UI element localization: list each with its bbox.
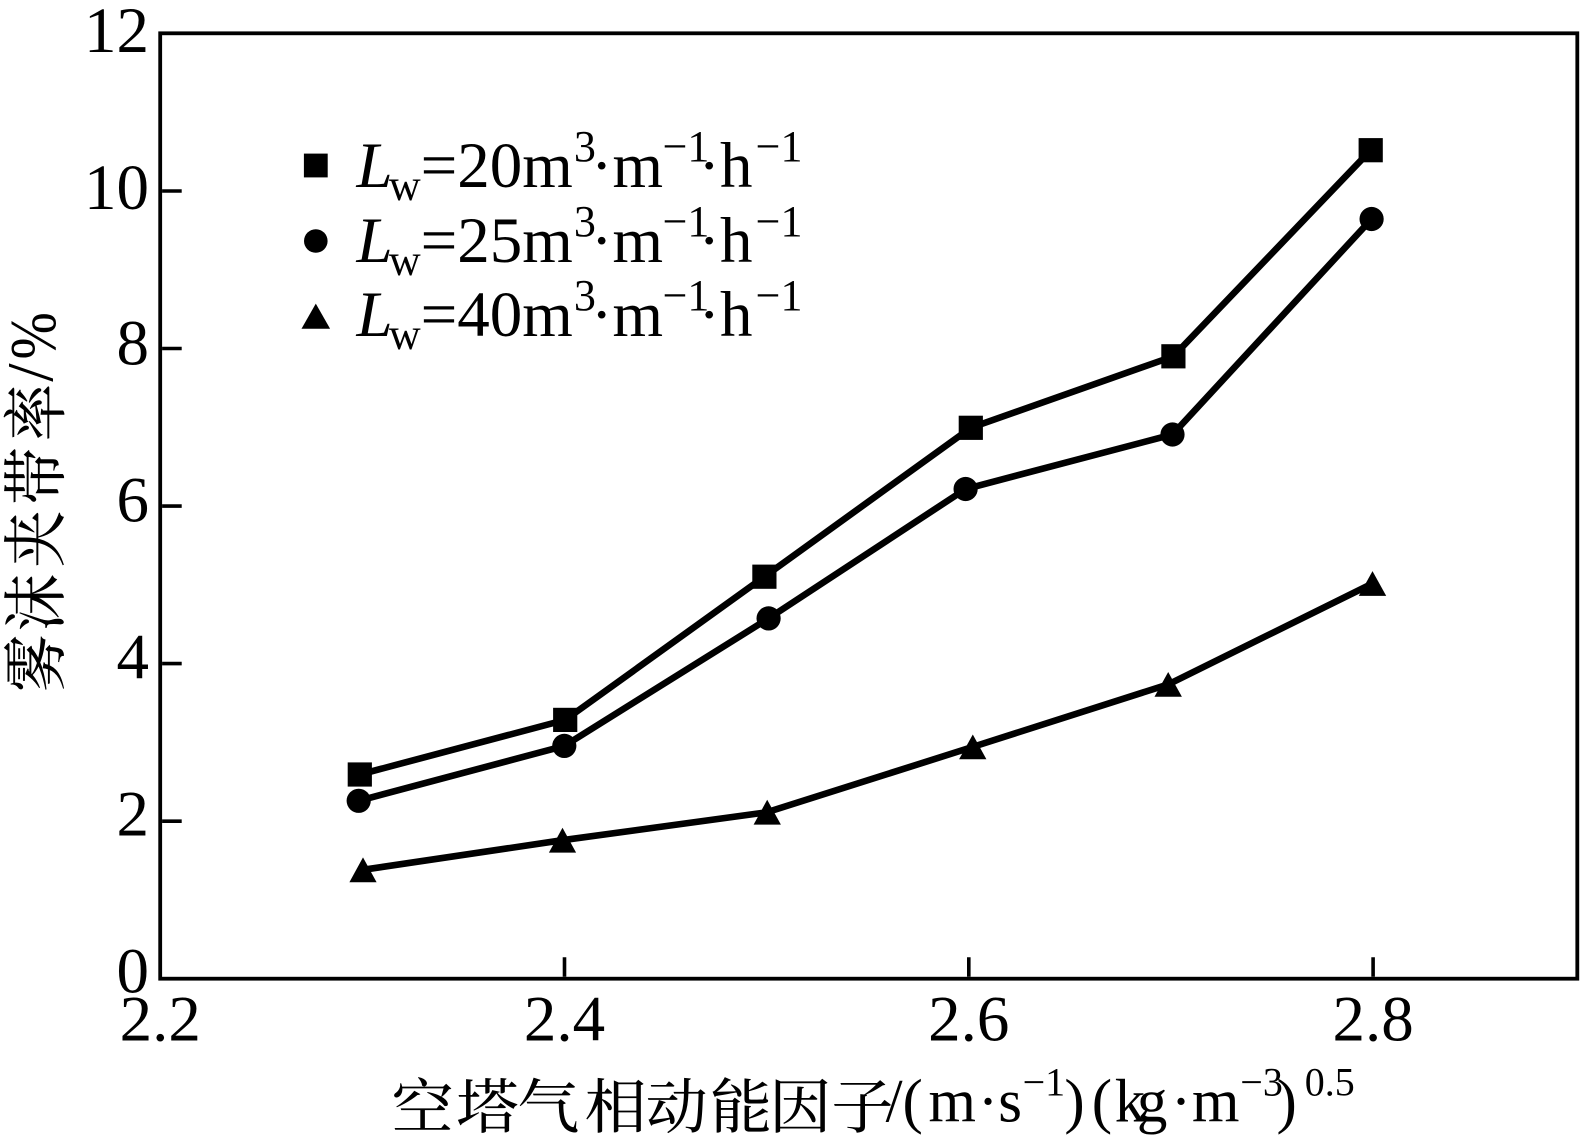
svg-text:2.4: 2.4 [524,984,605,1056]
svg-text:6: 6 [117,465,150,537]
svg-text:12: 12 [84,0,149,67]
svg-text:Lw=25m3·m−1·h−1: Lw=25m3·m−1·h−1 [356,197,803,285]
svg-text:4: 4 [117,622,150,694]
svg-text:%: % [0,312,70,359]
svg-text:8: 8 [117,308,150,380]
svg-text:Lw=20m3·m−1·h−1: Lw=20m3·m−1·h−1 [356,122,803,210]
svg-text:/: / [0,363,68,382]
svg-text:2.6: 2.6 [928,984,1009,1056]
svg-text:10: 10 [84,152,149,224]
svg-text:/(m·s−1)(kg·m−3)0.5: /(m·s−1) (kg·m−3) 0.5 [886,1060,1355,1136]
svg-text:2.2: 2.2 [120,984,201,1056]
svg-text:2: 2 [117,779,150,851]
svg-text:Lw=40m3·m−1·h−1: Lw=40m3·m−1·h−1 [356,271,803,359]
svg-text:0: 0 [117,936,150,1008]
svg-text:2.8: 2.8 [1332,984,1413,1056]
